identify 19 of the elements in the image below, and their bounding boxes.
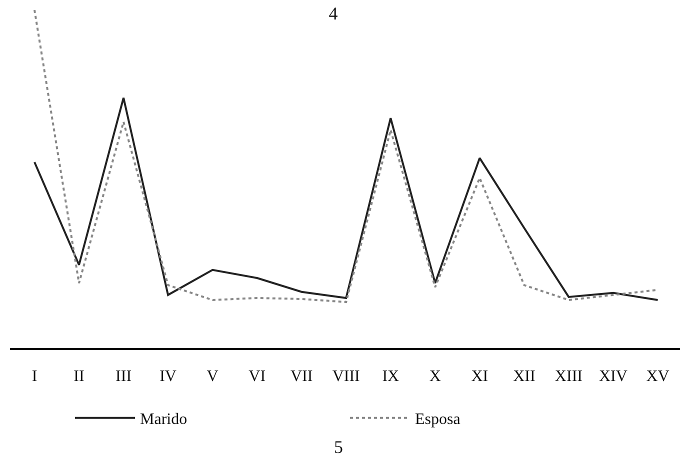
text: 5: [334, 437, 343, 457]
x-tick-label: X: [429, 368, 442, 386]
x-tick-label: VI: [248, 368, 266, 386]
x-tick-label: II: [74, 368, 84, 386]
x-tick-label: III: [116, 368, 132, 386]
legend-label: Esposa: [415, 411, 460, 428]
chart-title: 4: [328, 3, 338, 24]
x-tick-label: VII: [290, 368, 313, 386]
legend-label: Marido: [140, 411, 188, 428]
x-tick-label: XV: [646, 368, 670, 386]
x-tick-label: I: [32, 368, 38, 386]
x-tick-label: IX: [382, 368, 400, 386]
x-tick-label: VIII: [332, 368, 360, 386]
x-tick-label: IV: [160, 368, 177, 386]
x-tick-label: V: [206, 368, 219, 386]
x-tick-label: XIII: [554, 368, 582, 386]
x-tick-label: XI: [471, 368, 488, 386]
x-tick-label: XII: [513, 368, 536, 386]
x-tick-label: XIV: [599, 368, 628, 386]
